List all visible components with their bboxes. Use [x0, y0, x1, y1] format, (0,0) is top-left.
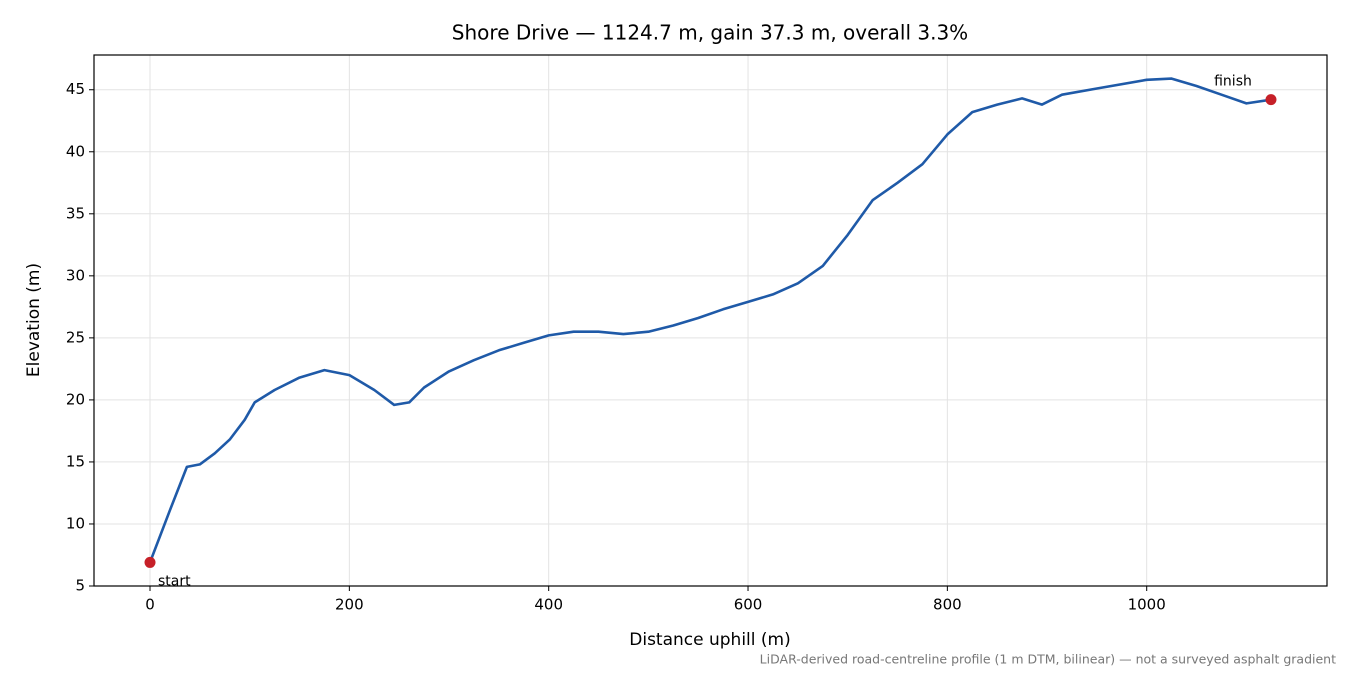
chart-title: Shore Drive — 1124.7 m, gain 37.3 m, ove…	[452, 21, 968, 45]
y-tick-label: 15	[66, 452, 85, 470]
y-axis-label: Elevation (m)	[24, 263, 44, 377]
y-tick-label: 30	[66, 266, 85, 284]
y-tick-label: 25	[66, 328, 85, 346]
x-tick-label: 1000	[1128, 596, 1166, 614]
y-tick-label: 40	[66, 142, 85, 160]
x-tick-label: 400	[534, 596, 563, 614]
x-axis-label: Distance uphill (m)	[629, 630, 790, 650]
endpoint-label: start	[158, 573, 191, 589]
plot-frame	[93, 54, 1328, 587]
x-tick-label: 600	[734, 596, 763, 614]
elevation-line	[148, 77, 1272, 563]
x-tick-label: 200	[335, 596, 364, 614]
x-tick-label: 0	[145, 596, 155, 614]
y-tick-label: 35	[66, 204, 85, 222]
y-tick-label: 20	[66, 390, 85, 408]
y-tick-label: 10	[66, 514, 85, 532]
endpoint-label: finish	[1214, 74, 1252, 90]
endpoint-marker	[144, 556, 156, 568]
endpoint-marker	[1265, 94, 1277, 106]
y-tick-label: 5	[75, 577, 85, 595]
footnote: LiDAR-derived road-centreline profile (1…	[760, 652, 1336, 667]
x-tick-label: 800	[933, 596, 962, 614]
y-tick-label: 45	[66, 80, 85, 98]
